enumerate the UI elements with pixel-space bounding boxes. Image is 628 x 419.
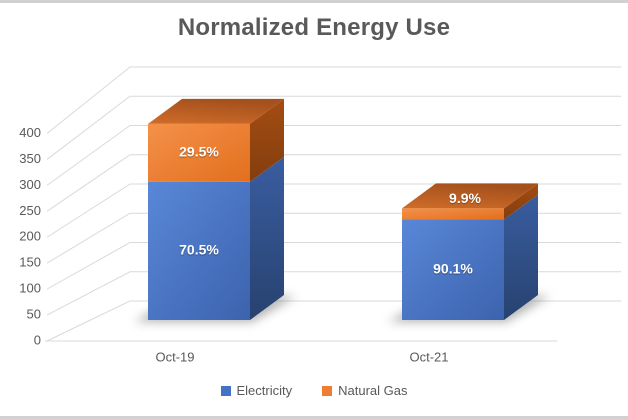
bar-segment-natural-gas [402,208,504,220]
legend-swatch-electricity [220,385,231,396]
legend-item-natural-gas: Natural Gas [322,383,408,398]
axis-labels: 0 50 100 150 200 250 300 350 400 Oct-19 Oct-21 [19,125,448,365]
bar-side-electricity [504,194,538,320]
bar-segment-electricity [148,181,250,320]
y-tick-label: 150 [19,255,41,270]
legend: Electricity Natural Gas [0,383,628,398]
legend-label: Electricity [236,383,293,398]
y-tick-label: 250 [19,203,41,218]
data-label: 29.5% [179,144,219,160]
y-tick-label: 100 [19,281,41,296]
category-label: Oct-19 [155,349,194,364]
bar-segment-electricity [402,219,504,320]
y-tick-label: 50 [27,307,41,322]
legend-swatch-natural-gas [322,385,333,396]
bottom-border-line [0,416,628,419]
gridline [46,66,621,134]
bar-side-electricity [250,156,284,320]
y-tick-label: 400 [19,125,41,140]
bars [148,98,538,320]
y-tick-label: 350 [19,151,41,166]
data-label: 70.5% [179,242,219,258]
y-tick-label: 300 [19,177,41,192]
gridline [46,125,621,186]
gridline [46,300,621,342]
top-border-line [0,0,628,3]
bar-top-face [148,98,284,124]
data-labels: 70.5% 29.5% 90.1% 9.9% [179,144,481,277]
chart-title: Normalized Energy Use [177,14,451,41]
bar-side-natural-gas [250,98,284,182]
legend-label: Natural Gas [338,383,408,398]
data-label: 9.9% [449,190,481,206]
bar-top-face [402,183,538,209]
legend-item-electricity: Electricity [220,383,293,398]
gridline [46,95,621,160]
bar-segment-natural-gas [148,123,250,182]
category-label: Oct-21 [409,349,448,364]
data-label: 90.1% [433,260,473,276]
y-tick-label: 200 [19,229,41,244]
bar-side-natural-gas [504,183,538,220]
y-tick-label: 0 [34,332,41,347]
gridline [46,154,621,212]
